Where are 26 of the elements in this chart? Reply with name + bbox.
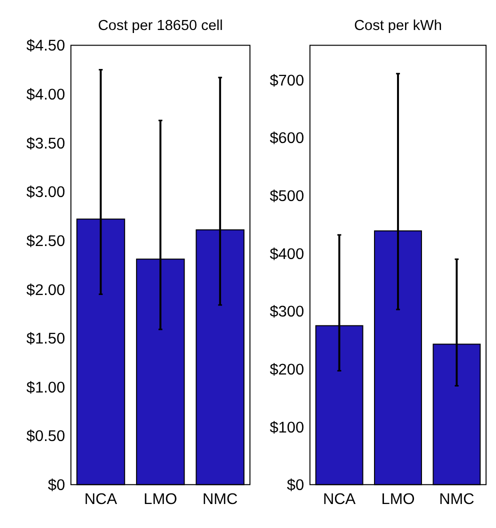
y-tick-label: $300 [270, 304, 304, 321]
y-tick-label: $700 [270, 72, 304, 90]
x-tick-label: NMC [439, 491, 474, 508]
y-tick-label: $2.50 [26, 232, 66, 250]
y-tick-label: $0.50 [26, 428, 66, 446]
x-tick-label: NCA [322, 491, 356, 508]
chart-title: Cost per 18650 cell [98, 18, 223, 34]
y-tick-label: $1.50 [26, 330, 66, 348]
y-tick-label: $4.00 [26, 86, 66, 104]
x-tick-label: NMC [202, 491, 238, 508]
y-tick-label: $600 [270, 130, 304, 148]
y-tick-label: $400 [270, 246, 304, 263]
y-tick-label: $2.00 [26, 282, 66, 299]
y-tick-label: $0 [48, 477, 66, 494]
y-tick-label: $3.50 [26, 135, 66, 152]
y-tick-label: $1.00 [26, 379, 66, 396]
y-tick-label: $100 [270, 419, 304, 436]
y-tick-label: $3.00 [26, 184, 66, 202]
x-tick-label: LMO [381, 491, 415, 508]
y-tick-label: $500 [270, 188, 304, 206]
x-tick-label: LMO [144, 491, 178, 508]
y-tick-label: $4.50 [26, 38, 66, 55]
chart-title: Cost per kWh [354, 18, 442, 34]
y-tick-label: $0 [286, 477, 304, 494]
y-tick-label: $200 [270, 361, 304, 378]
x-tick-label: NCA [84, 491, 118, 508]
